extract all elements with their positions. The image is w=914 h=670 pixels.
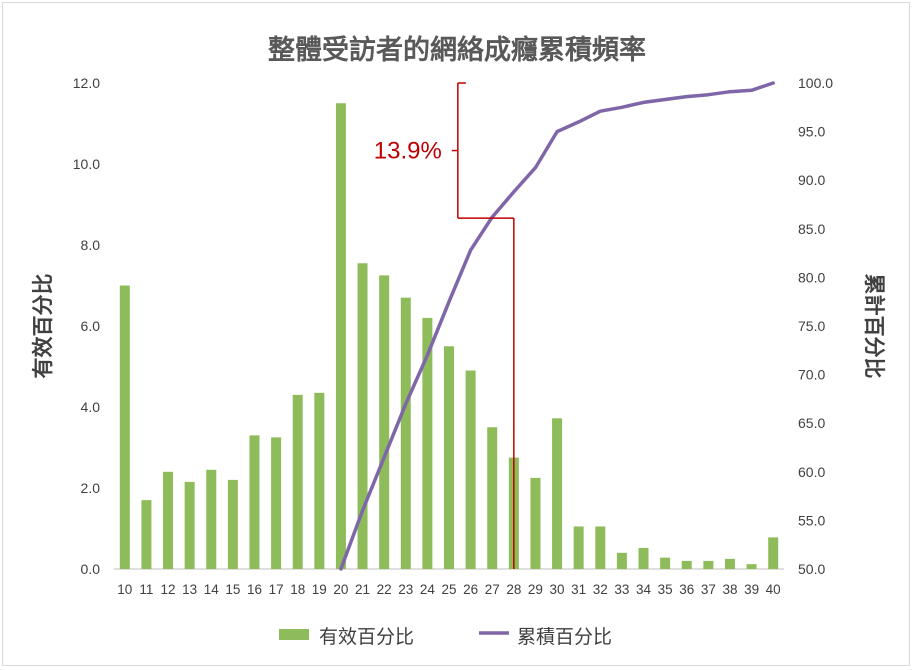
left-tick-label: 6.0 (81, 318, 101, 334)
x-category-label: 26 (463, 582, 478, 597)
bar (660, 557, 671, 569)
x-category-label: 39 (744, 582, 759, 597)
annotation-group: 13.9% (374, 82, 515, 569)
x-category-label: 10 (117, 582, 132, 597)
chart-title: 整體受訪者的網絡成癮累積頻率 (268, 34, 646, 66)
right-tick-label: 90.0 (798, 172, 825, 188)
bar (487, 427, 498, 569)
x-category-label: 35 (658, 582, 673, 597)
x-category-label: 17 (269, 582, 284, 597)
left-tick-label: 2.0 (81, 480, 101, 496)
left-axis-ticks: 0.0 2.0 4.0 6.0 8.0 10.0 12.0 (73, 75, 100, 577)
bar (746, 564, 757, 569)
bar (573, 526, 584, 569)
bar (768, 537, 779, 569)
bar (141, 500, 152, 569)
x-category-label: 27 (485, 582, 500, 597)
bar (163, 471, 174, 569)
x-category-label: 37 (701, 582, 716, 597)
bar (206, 469, 217, 569)
x-category-label: 25 (441, 582, 456, 597)
legend-label-line: 累積百分比 (517, 626, 612, 648)
bar (465, 370, 476, 569)
cumulative-line (339, 81, 775, 571)
x-category-label: 15 (225, 582, 240, 597)
x-category-label: 22 (377, 582, 392, 597)
x-category-label: 13 (182, 582, 197, 597)
bar (552, 418, 563, 569)
right-tick-label: 65.0 (798, 415, 825, 431)
legend-swatch-bars (279, 629, 309, 640)
x-category-label: 36 (679, 582, 694, 597)
bar (271, 437, 282, 569)
right-tick-label: 80.0 (798, 269, 825, 285)
x-category-label: 28 (506, 582, 521, 597)
left-tick-label: 8.0 (81, 237, 101, 253)
left-axis-label: 有效百分比 (31, 274, 55, 379)
x-category-label: 12 (161, 582, 176, 597)
x-category-label: 23 (398, 582, 413, 597)
x-category-label: 20 (333, 582, 348, 597)
x-category-label: 11 (139, 582, 153, 597)
x-category-label: 16 (247, 582, 262, 597)
bar (616, 552, 627, 569)
right-axis-ticks: 50.0 55.0 60.0 65.0 70.0 75.0 80.0 85.0 90.0 95.0… (798, 75, 833, 577)
x-category-label: 21 (355, 582, 370, 597)
bar (703, 560, 714, 569)
x-category-label: 38 (722, 582, 737, 597)
bar (638, 547, 649, 569)
x-category-label: 29 (528, 582, 543, 597)
bar (681, 560, 692, 569)
bar (292, 394, 303, 569)
right-tick-label: 70.0 (798, 367, 825, 383)
right-tick-label: 100.0 (798, 75, 833, 91)
bar (444, 346, 454, 569)
bar (335, 103, 346, 569)
x-category-label: 34 (636, 582, 652, 597)
left-tick-label: 0.0 (81, 561, 101, 577)
x-category-label: 30 (550, 582, 565, 597)
legend: 有效百分比 累積百分比 (279, 626, 612, 648)
bar (227, 479, 238, 569)
bar (357, 263, 368, 569)
bar (530, 477, 541, 569)
x-category-label: 24 (420, 582, 436, 597)
x-category-label: 31 (571, 582, 586, 597)
bar (119, 285, 130, 569)
x-category-label: 18 (290, 582, 305, 597)
bar-series (119, 103, 779, 569)
bar (400, 297, 411, 569)
right-tick-label: 50.0 (798, 561, 825, 577)
x-category-label: 40 (766, 582, 781, 597)
bar (724, 558, 735, 569)
right-tick-label: 85.0 (798, 221, 825, 237)
legend-label-bars: 有效百分比 (319, 626, 414, 648)
left-tick-label: 12.0 (73, 75, 100, 91)
chart-svg: 整體受訪者的網絡成癮累積頻率 0.0 2.0 4.0 6.0 8.0 10.0 12.0 5… (31, 34, 886, 648)
right-tick-label: 95.0 (798, 124, 825, 140)
annotation-label: 13.9% (374, 138, 442, 165)
left-tick-label: 10.0 (73, 156, 100, 172)
bar (184, 481, 195, 569)
right-tick-label: 55.0 (798, 512, 825, 528)
x-category-label: 32 (593, 582, 608, 597)
bar (249, 435, 260, 569)
x-axis-categories: 10 11 12 13 14 15 16 17 18 19 20 21 22 23 24 25 26 27 28 29… (117, 582, 780, 597)
bar (379, 275, 390, 569)
right-tick-label: 60.0 (798, 464, 825, 480)
x-category-label: 19 (312, 582, 327, 597)
x-category-label: 33 (614, 582, 629, 597)
line-series (339, 81, 775, 571)
bar (595, 526, 606, 569)
right-tick-label: 75.0 (798, 318, 825, 334)
x-category-label: 14 (204, 582, 220, 597)
bar (422, 317, 433, 569)
left-tick-label: 4.0 (81, 399, 101, 415)
bar (314, 392, 325, 569)
right-axis-label: 累計百分比 (862, 274, 886, 379)
